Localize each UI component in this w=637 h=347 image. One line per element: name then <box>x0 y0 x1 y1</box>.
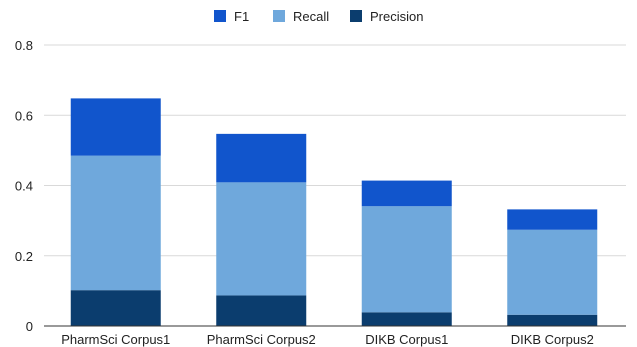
bars <box>70 98 598 326</box>
y-tick-label: 0.2 <box>15 249 33 264</box>
x-category-label: PharmSci Corpus2 <box>207 332 316 347</box>
legend-label-precision: Precision <box>370 9 423 24</box>
bar-f1-2 <box>216 133 307 183</box>
bar-recall-1 <box>70 155 161 291</box>
bar-recall-2 <box>216 182 307 296</box>
bar-precision-2 <box>216 295 307 326</box>
y-tick-label: 0.4 <box>15 179 33 194</box>
y-axis-tick-labels: 0 0.2 0.4 0.6 0.8 <box>15 38 33 334</box>
x-category-label: PharmSci Corpus1 <box>61 332 170 347</box>
y-tick-label: 0 <box>26 319 33 334</box>
bar-precision-1 <box>70 290 161 326</box>
x-category-label: DIKB Corpus2 <box>511 332 594 347</box>
bar-precision-4 <box>507 314 598 326</box>
y-tick-label: 0.8 <box>15 38 33 53</box>
legend-swatch-recall <box>273 10 285 22</box>
bar-precision-3 <box>361 312 452 326</box>
bar-f1-4 <box>507 209 598 230</box>
legend-label-recall: Recall <box>293 9 329 24</box>
legend-swatch-precision <box>350 10 362 22</box>
bar-f1-3 <box>361 180 452 207</box>
legend: F1 Recall Precision <box>214 9 423 24</box>
x-axis-category-labels: PharmSci Corpus1 PharmSci Corpus2 DIKB Cor… <box>61 332 594 347</box>
x-category-label: DIKB Corpus1 <box>365 332 448 347</box>
bar-f1-1 <box>70 98 161 156</box>
legend-swatch-f1 <box>214 10 226 22</box>
y-tick-label: 0.6 <box>15 108 33 123</box>
bar-recall-3 <box>361 206 452 313</box>
bar-recall-4 <box>507 229 598 315</box>
legend-label-f1: F1 <box>234 9 249 24</box>
